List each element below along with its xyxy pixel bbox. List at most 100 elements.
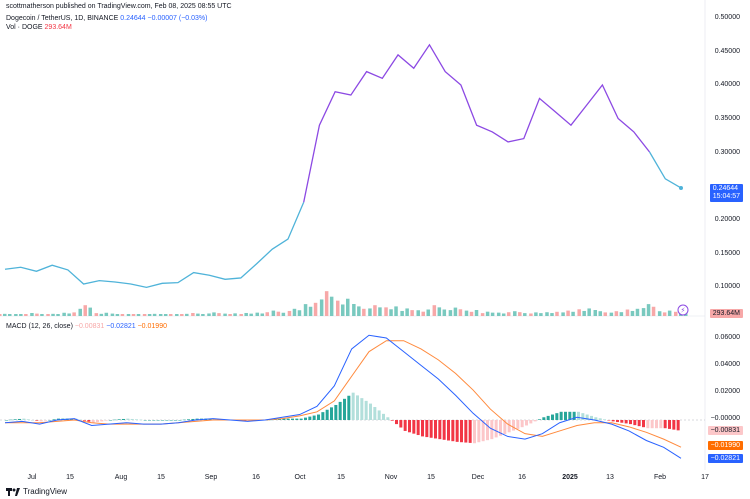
tradingview-logo[interactable]: TradingView	[6, 487, 67, 496]
macd-hist-bar	[659, 420, 663, 429]
macd-hist-bar	[434, 420, 437, 439]
volume-bar	[641, 308, 646, 316]
macd-macd-value: −0.02821	[106, 323, 136, 330]
macd-hist-bar	[616, 420, 619, 423]
price-tick: 0.10000	[714, 283, 740, 290]
macd-tick: 0.04000	[714, 361, 740, 368]
volume-bar	[319, 299, 324, 316]
symbol-legend[interactable]: Dogecoin / TetherUS, 1D, BINANCE 0.24644…	[6, 15, 207, 22]
volume-value: 293.64M	[44, 24, 72, 31]
macd-hist-bar	[295, 418, 299, 420]
volume-bar	[453, 307, 458, 316]
macd-legend[interactable]: MACD (12, 26, close) −0.00831 −0.02821 −…	[6, 323, 167, 330]
time-tick: 15	[66, 474, 74, 481]
volume-bar	[30, 313, 34, 316]
volume-bar	[464, 310, 469, 316]
macd-hist-bar	[559, 411, 563, 420]
macd-hist-bar	[473, 420, 476, 444]
macd-hist-bar	[338, 401, 342, 420]
volume-bar	[19, 314, 23, 316]
macd-hist-bar	[351, 392, 355, 420]
volume-bar	[394, 306, 398, 316]
macd-hist-bar	[195, 418, 199, 420]
macd-hist-bar	[386, 417, 390, 420]
volume-bar	[287, 310, 292, 316]
volume-bar	[416, 310, 420, 316]
volume-bar	[485, 311, 490, 316]
macd-hist-bar	[35, 420, 39, 421]
volume-bar	[421, 311, 425, 316]
macd-hist-bar	[408, 420, 411, 433]
volume-bar	[469, 311, 474, 316]
macd-hist-bar	[503, 420, 507, 435]
macd-signal-value: −0.01990	[137, 323, 167, 330]
volume-bar	[336, 300, 340, 316]
volume-bar	[46, 314, 50, 316]
macd-hist-bar	[390, 420, 394, 421]
volume-bar	[442, 309, 447, 316]
macd-hist-bar	[9, 419, 13, 421]
volume-bar	[662, 312, 667, 316]
volume-bar	[185, 313, 189, 316]
volume-bar	[405, 308, 409, 316]
time-tick: Feb	[653, 474, 667, 481]
symbol-change: −0.00007 (−0.03%)	[147, 15, 208, 22]
macd-hist-bar	[282, 418, 286, 420]
price-line-tail	[648, 151, 682, 189]
macd-hist-bar	[568, 411, 572, 420]
volume-bar	[292, 308, 297, 316]
publish-line: scottmatherson published on TradingView.…	[6, 3, 232, 10]
macd-hist-bar	[130, 418, 134, 420]
macd-hist-bar	[421, 420, 424, 437]
macd-hist-bar	[317, 414, 320, 420]
macd-hist-bar	[165, 420, 169, 421]
volume-bar	[35, 313, 39, 316]
macd-hist-bar	[174, 420, 177, 421]
volume-bar	[609, 312, 614, 316]
volume-bar	[529, 313, 533, 316]
volume-legend[interactable]: Vol · DOGE 293.64M	[6, 24, 72, 31]
volume-label: Vol · DOGE	[6, 24, 43, 31]
last-price-timer: 15:04:57	[712, 193, 740, 200]
macd-hist-bar	[572, 411, 576, 420]
volume-bar	[265, 312, 270, 316]
macd-hist-bar	[83, 420, 86, 421]
volume-bar	[545, 312, 549, 316]
macd-hist-bar	[104, 420, 108, 421]
macd-hist-bar	[161, 420, 164, 421]
volume-bar	[619, 312, 624, 316]
lightning-icon[interactable]	[677, 304, 689, 316]
volume-bar	[506, 312, 511, 316]
price-line-blue	[4, 201, 305, 289]
macd-hist-bar	[330, 407, 333, 420]
macd-hist-bar	[39, 420, 43, 422]
last-price-tag: 0.24644 15:04:57	[709, 184, 743, 202]
macd-hist-bar	[655, 420, 658, 429]
volume-bar	[603, 312, 608, 316]
macd-hist-bar	[243, 420, 247, 422]
macd-hist-bar	[581, 413, 585, 420]
macd-hist-bar	[633, 420, 637, 426]
volume-bar	[249, 313, 253, 316]
macd-hist-value: −0.00831	[74, 323, 105, 330]
volume-bar	[78, 308, 82, 316]
volume-bar	[550, 313, 554, 316]
volume-bar	[94, 313, 99, 316]
time-tick: 16	[252, 474, 260, 481]
macd-hist-bar	[533, 420, 537, 422]
macd-hist-bar	[672, 420, 676, 430]
volume-bar	[62, 312, 66, 316]
macd-hist-bar	[100, 420, 104, 422]
macd-hist-bar	[321, 412, 325, 420]
volume-bar	[630, 310, 635, 316]
volume-bar	[88, 307, 92, 316]
volume-bar	[110, 313, 115, 316]
volume-bar	[614, 311, 619, 316]
macd-hist-bar	[156, 420, 160, 421]
macd-hist-bar	[585, 414, 589, 420]
time-tick: 17	[701, 474, 709, 481]
macd-hist-bar	[486, 420, 489, 441]
price-tick: 0.30000	[714, 149, 740, 156]
macd-hist-bar	[334, 404, 338, 420]
